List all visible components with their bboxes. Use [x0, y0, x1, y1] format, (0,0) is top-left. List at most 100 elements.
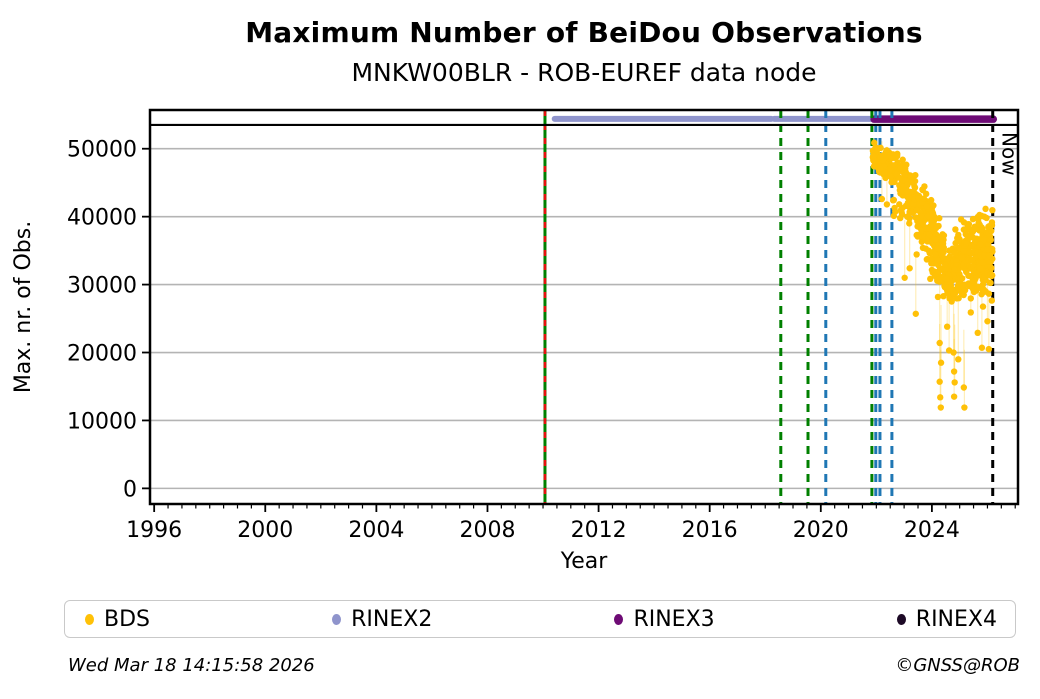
- scatter-point: [961, 287, 969, 294]
- scatter-point: [985, 252, 993, 260]
- scatter-point: [871, 139, 878, 146]
- scatter-point: [951, 266, 958, 273]
- x-tick-label: 2016: [682, 518, 738, 543]
- scatter-point: [988, 219, 996, 226]
- scatter-point: [919, 186, 926, 194]
- scatter-point: [940, 236, 947, 243]
- scatter-point: [988, 297, 995, 304]
- plot-border: [148, 108, 1020, 506]
- scatter-point: [967, 273, 974, 280]
- scatter-point: [889, 197, 897, 204]
- scatter-point: [877, 153, 884, 161]
- scatter-point: [904, 193, 911, 201]
- scatter-point: [926, 230, 933, 238]
- y-tick-label: 40000: [67, 206, 137, 231]
- scatter-point: [984, 318, 991, 325]
- scatter-point: [977, 241, 984, 248]
- scatter-point: [954, 234, 961, 242]
- scatter-point: [930, 202, 937, 209]
- page-title: Maximum Number of BeiDou Observations: [245, 16, 923, 49]
- scatter-point: [960, 247, 968, 254]
- y-axis-label: Max. nr. of Obs.: [11, 221, 36, 393]
- scatter-point: [927, 196, 935, 204]
- scatter-point: [926, 225, 933, 233]
- x-tick-label: 2020: [793, 518, 849, 543]
- scatter-point: [931, 236, 939, 243]
- scatter-point: [910, 180, 917, 187]
- scatter-point: [982, 205, 989, 213]
- scatter-point: [986, 259, 994, 266]
- legend-label-rinex2: RINEX2: [351, 606, 433, 632]
- scatter-point: [887, 173, 895, 180]
- scatter-point: [936, 339, 943, 347]
- scatter-point: [983, 214, 990, 222]
- scatter-point: [909, 209, 916, 216]
- scatter-point: [889, 162, 897, 169]
- scatter-point: [877, 144, 884, 152]
- scatter-point: [936, 378, 943, 385]
- scatter-point: [968, 256, 976, 264]
- scatter-point: [883, 147, 890, 154]
- scatter-point: [929, 210, 936, 217]
- legend-item-bds: BDS: [85, 607, 150, 632]
- tick-labels: 1996 2000 2004 2008 2012 2016 2020 2024 0 10000 20…: [67, 138, 960, 543]
- scatter-point: [920, 195, 928, 202]
- legend-item-rinex2: RINEX2: [332, 607, 432, 632]
- scatter-point: [960, 226, 968, 233]
- scatter-point: [915, 195, 922, 202]
- axis-ticks: [142, 147, 1016, 512]
- scatter-point: [950, 393, 958, 400]
- scatter-point: [898, 209, 905, 216]
- scatter-point: [979, 225, 986, 233]
- scatter-point: [950, 368, 958, 375]
- legend-label-rinex4: RINEX4: [915, 606, 997, 632]
- scatter-point: [958, 254, 966, 261]
- scatter-point: [984, 246, 991, 253]
- y-tick-label: 20000: [67, 342, 137, 367]
- scatter-point: [985, 345, 993, 353]
- scatter-point: [952, 239, 959, 247]
- timestamp: Wed Mar 18 14:15:58 2026: [68, 655, 315, 676]
- scatter-point: [944, 284, 951, 291]
- scatter-point: [961, 404, 968, 411]
- scatter-point: [912, 171, 919, 179]
- scatter-point: [967, 234, 974, 241]
- scatter-point: [965, 220, 973, 228]
- chart-layers: Now 1996 2000 2004 2008 2012 2016 2020 2024 0 1000…: [67, 108, 1022, 543]
- scatter-point: [951, 249, 958, 257]
- scatter-point: [893, 152, 901, 160]
- scatter-point: [985, 290, 993, 297]
- scatter-point: [968, 242, 975, 249]
- scatter-point: [951, 379, 958, 386]
- scatter-point: [967, 309, 974, 316]
- x-tick-label: 2000: [237, 518, 293, 543]
- y-tick-label: 30000: [67, 274, 137, 299]
- x-tick-label: 1996: [126, 518, 182, 543]
- legend: BDS RINEX2 RINEX3 RINEX4: [64, 600, 1016, 638]
- scatter-point: [959, 282, 967, 289]
- scatter-point: [937, 359, 945, 366]
- scatter-point: [882, 169, 889, 176]
- scatter-point: [987, 270, 995, 278]
- scatter-point: [896, 201, 903, 208]
- scatter-point: [950, 349, 957, 356]
- scatter-point: [985, 223, 992, 231]
- scatter-point: [939, 231, 946, 238]
- scatter-point: [978, 344, 986, 351]
- bds-marker-icon: [85, 613, 94, 625]
- scatter-point: [934, 257, 941, 264]
- scatter-point: [969, 285, 976, 292]
- scatter-point: [910, 188, 917, 195]
- scatter-point: [912, 310, 919, 317]
- x-tick-label: 2024: [904, 518, 960, 543]
- scatter-point: [906, 220, 913, 227]
- scatter-point: [923, 203, 931, 210]
- scatter-point: [934, 245, 942, 252]
- scatter-point: [974, 329, 981, 337]
- scatter-point: [904, 181, 911, 189]
- scatter-point: [963, 240, 970, 247]
- scatter-point: [978, 212, 985, 220]
- legend-label-bds: BDS: [104, 606, 150, 632]
- scatter-point: [923, 256, 931, 263]
